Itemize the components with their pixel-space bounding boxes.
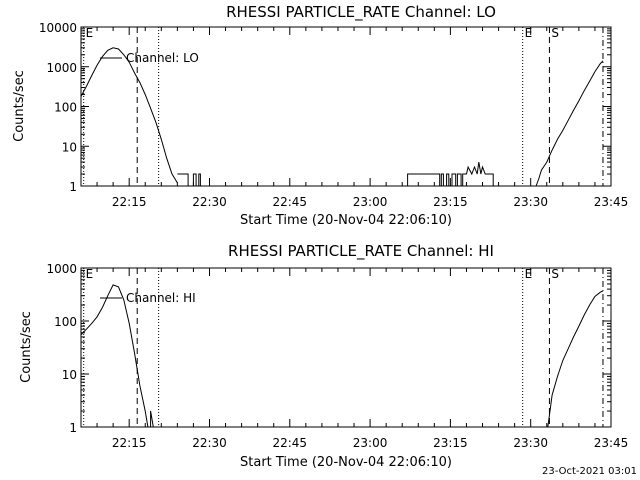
x-tick-label: 23:15 [433, 195, 468, 209]
y-tick-label: 100 [54, 315, 77, 329]
chart-title: RHESSI PARTICLE_RATE Channel: LO [226, 3, 496, 22]
x-axis-label: Start Time (20-Nov-04 22:06:10) [240, 213, 452, 228]
marker-label: E [525, 26, 533, 40]
x-tick-label: 23:15 [433, 436, 468, 450]
y-tick-label: 1000 [46, 61, 77, 75]
y-axis-label: Counts/sec [19, 311, 34, 383]
marker-label: E [86, 267, 94, 281]
x-tick-label: 23:00 [353, 195, 388, 209]
series-line [80, 284, 149, 428]
chart-panel-hi: RHESSI PARTICLE_RATE Channel: HI Counts/… [19, 242, 628, 470]
series-line [177, 173, 201, 187]
y-tick-label: 1 [69, 421, 77, 435]
x-tick-label: 23:00 [353, 436, 388, 450]
plot-frame [80, 267, 612, 428]
x-axis-label: Start Time (20-Nov-04 22:06:10) [240, 455, 452, 470]
y-tick-label: 1 [69, 180, 77, 194]
x-tick-label: 23:30 [513, 195, 548, 209]
marker-label: E [86, 26, 94, 40]
y-tick-label: 10000 [39, 21, 77, 35]
series-line [80, 47, 178, 184]
x-tick-label: 22:15 [112, 436, 147, 450]
x-tick-label: 23:45 [594, 436, 629, 450]
x-tick-label: 22:30 [192, 195, 227, 209]
x-tick-label: 22:15 [112, 195, 147, 209]
y-tick-label: 10 [62, 140, 77, 154]
series-line [547, 290, 604, 428]
x-tick-label: 23:45 [594, 195, 629, 209]
x-tick-label: 23:30 [513, 436, 548, 450]
x-tick-label: 22:45 [272, 436, 307, 450]
x-tick-label: 22:45 [272, 195, 307, 209]
chart-panel-lo: RHESSI PARTICLE_RATE Channel: LO Counts/… [12, 3, 628, 228]
series-line [150, 410, 154, 428]
chart-title: RHESSI PARTICLE_RATE Channel: HI [228, 242, 494, 261]
y-tick-label: 1000 [46, 262, 77, 276]
series-line [407, 162, 510, 187]
y-axis-label: Counts/sec [12, 70, 27, 142]
x-tick-label: 22:30 [192, 436, 227, 450]
marker-label: S [551, 26, 559, 40]
footer-timestamp: 23-Oct-2021 03:01 [542, 466, 637, 477]
y-tick-label: 10 [62, 368, 77, 382]
marker-label: E [525, 267, 533, 281]
marker-label: S [551, 267, 559, 281]
legend-label: Channel: HI [126, 291, 196, 305]
legend-label: Channel: LO [126, 51, 199, 65]
series-line [535, 60, 604, 187]
y-tick-label: 100 [54, 101, 77, 115]
